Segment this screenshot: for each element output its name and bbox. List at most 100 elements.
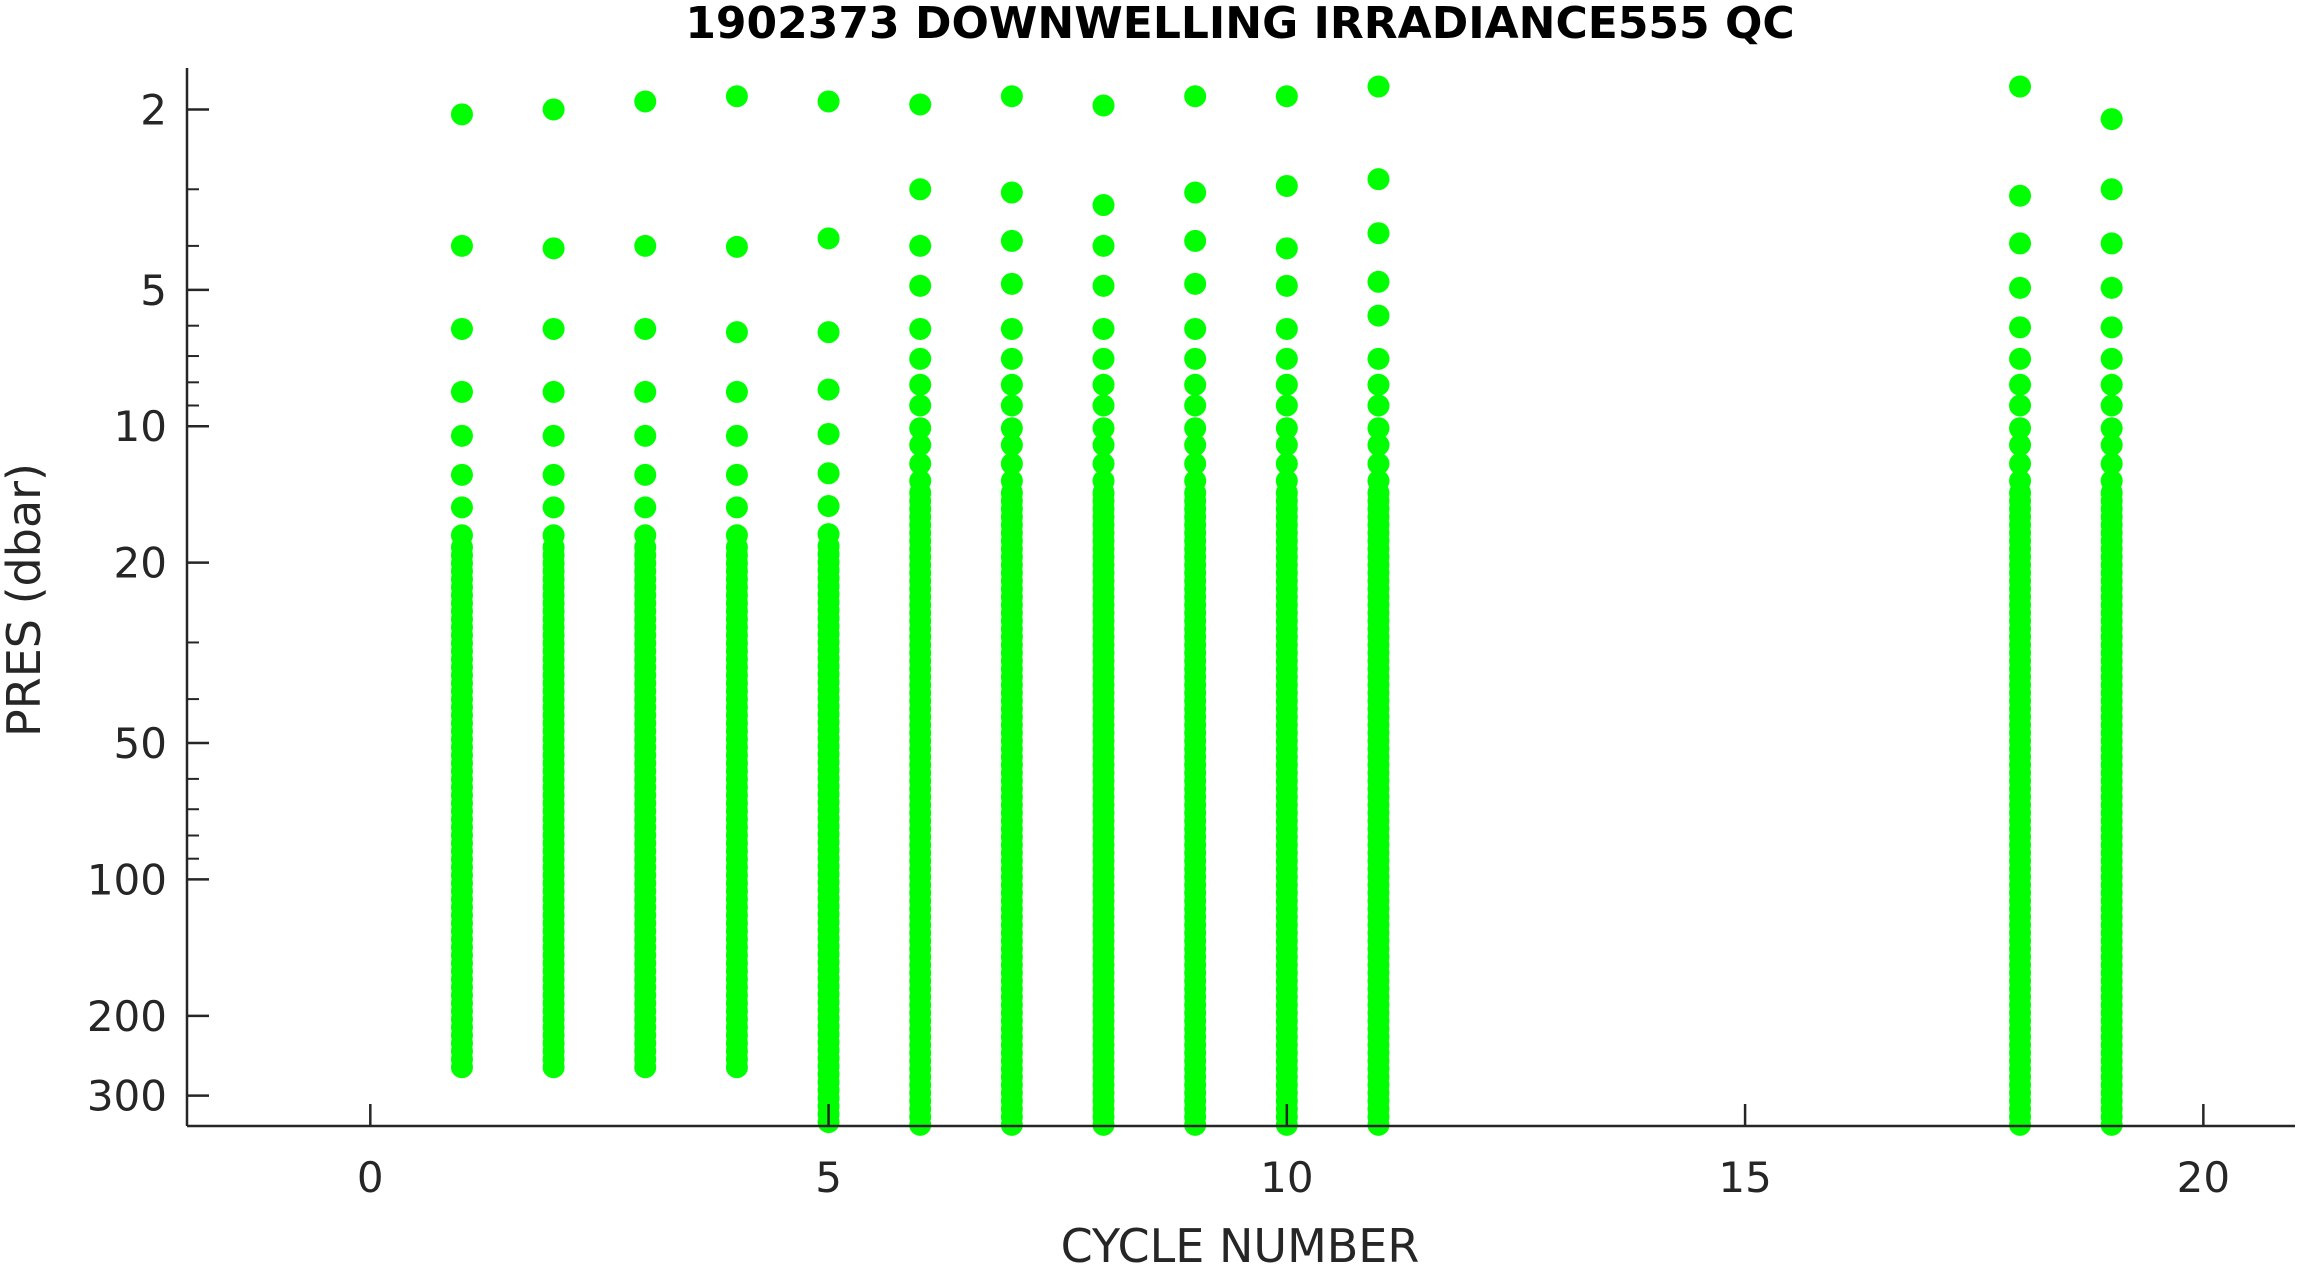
- data-point: [1000, 229, 1023, 252]
- data-point: [2009, 75, 2032, 98]
- data-point: [2100, 108, 2123, 131]
- data-point: [2100, 373, 2123, 396]
- data-point: [2009, 232, 2032, 255]
- data-point: [817, 321, 840, 344]
- y-tick-label: 10: [114, 402, 167, 451]
- data-point: [1275, 237, 1298, 260]
- data-point: [2009, 394, 2032, 417]
- data-point: [1367, 394, 1390, 417]
- y-tick-label: 50: [114, 719, 167, 768]
- data-point: [1092, 234, 1115, 257]
- data-point: [1275, 317, 1298, 340]
- data-point: [1000, 272, 1023, 295]
- x-tick-label: 10: [1260, 1153, 1313, 1202]
- data-point: [1367, 270, 1390, 293]
- data-point: [725, 380, 748, 403]
- data-point: [1000, 434, 1023, 457]
- data-point: [1000, 373, 1023, 396]
- data-point: [725, 463, 748, 486]
- data-point: [909, 347, 932, 370]
- data-point: [542, 317, 565, 340]
- data-point: [542, 380, 565, 403]
- y-tick-label: 5: [140, 266, 167, 315]
- data-point: [1275, 85, 1298, 108]
- data-point: [634, 380, 657, 403]
- data-point: [450, 234, 473, 257]
- data-point: [1275, 417, 1298, 440]
- y-tick-label: 100: [87, 855, 167, 904]
- data-point: [2009, 316, 2032, 339]
- data-point: [817, 422, 840, 445]
- data-point: [1184, 347, 1207, 370]
- data-point: [2009, 373, 2032, 396]
- data-point: [1184, 452, 1207, 475]
- data-point: [2009, 417, 2032, 440]
- data-point: [1092, 434, 1115, 457]
- data-point: [1000, 317, 1023, 340]
- data-point: [909, 452, 932, 475]
- data-point: [542, 496, 565, 519]
- data-point: [2009, 434, 2032, 457]
- data-point: [450, 317, 473, 340]
- data-point: [1275, 452, 1298, 475]
- data-point: [1184, 272, 1207, 295]
- x-tick-label: 20: [2177, 1153, 2230, 1202]
- data-point: [909, 394, 932, 417]
- data-point: [1092, 94, 1115, 117]
- data-point: [1275, 434, 1298, 457]
- data-point: [1367, 347, 1390, 370]
- data-point: [634, 424, 657, 447]
- data-point: [1184, 434, 1207, 457]
- data-point: [1275, 274, 1298, 297]
- data-point: [634, 463, 657, 486]
- y-tick-label: 200: [87, 992, 167, 1041]
- data-point: [2009, 347, 2032, 370]
- data-point: [725, 85, 748, 108]
- data-point: [817, 462, 840, 485]
- data-point: [1092, 274, 1115, 297]
- data-point: [1000, 85, 1023, 108]
- data-point: [1092, 452, 1115, 475]
- data-point: [1367, 168, 1390, 191]
- data-point: [2100, 394, 2123, 417]
- data-point: [1275, 347, 1298, 370]
- data-point: [1000, 394, 1023, 417]
- data-point: [1275, 174, 1298, 197]
- data-point: [1000, 181, 1023, 204]
- data-point: [542, 237, 565, 260]
- data-point: [542, 424, 565, 447]
- data-point: [1092, 347, 1115, 370]
- data-point: [817, 495, 840, 518]
- data-point: [1367, 417, 1390, 440]
- y-axis-label: PRES (dbar): [0, 463, 51, 737]
- data-point: [2100, 347, 2123, 370]
- data-point: [1000, 417, 1023, 440]
- x-tick-label: 15: [1718, 1153, 1771, 1202]
- data-point: [2009, 276, 2032, 299]
- data-point: [1092, 373, 1115, 396]
- data-point: [542, 1056, 565, 1079]
- data-point: [1184, 181, 1207, 204]
- data-point: [725, 321, 748, 344]
- data-point: [2100, 178, 2123, 201]
- data-point: [817, 90, 840, 113]
- data-point: [909, 417, 932, 440]
- data-point: [542, 98, 565, 121]
- x-tick-label: 0: [357, 1153, 384, 1202]
- data-point: [909, 178, 932, 201]
- data-point: [725, 424, 748, 447]
- data-point: [1000, 452, 1023, 475]
- data-point: [634, 496, 657, 519]
- data-point: [817, 227, 840, 250]
- data-point: [2100, 316, 2123, 339]
- data-point: [1092, 194, 1115, 217]
- y-tick-label: 2: [140, 85, 167, 134]
- data-point: [1367, 434, 1390, 457]
- data-points: [450, 75, 2123, 1136]
- data-point: [1184, 394, 1207, 417]
- data-point: [2009, 452, 2032, 475]
- data-point: [909, 434, 932, 457]
- data-point: [634, 234, 657, 257]
- data-point: [634, 90, 657, 113]
